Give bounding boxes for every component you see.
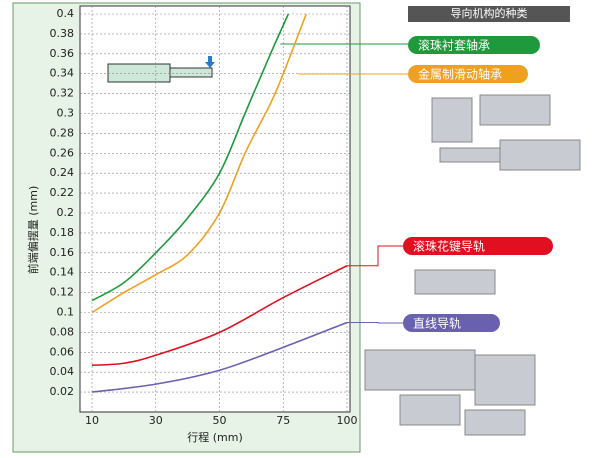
legend-label: 直线导轨 (413, 317, 461, 331)
y-tick-label: 0.1 (57, 306, 75, 319)
y-tick-label: 0.12 (50, 286, 75, 299)
y-tick-label: 0.06 (50, 345, 75, 358)
x-tick-label: 100 (337, 414, 358, 427)
legend-pill (408, 36, 540, 54)
y-tick-label: 0.16 (50, 246, 75, 259)
series-line (91, 13, 307, 314)
y-tick-label: 0.26 (50, 146, 75, 159)
y-tick-label: 0.4 (57, 7, 75, 20)
series-line (91, 321, 348, 393)
header-box (408, 6, 570, 22)
x-tick-label: 10 (85, 414, 99, 427)
x-tick-label: 30 (149, 414, 163, 427)
y-tick-label: 0.34 (50, 67, 75, 80)
connector (347, 321, 403, 324)
legend-label: 金属制滑动轴承 (418, 67, 502, 82)
y-tick-label: 0.28 (50, 126, 75, 139)
y-tick-label: 0.14 (50, 266, 75, 279)
legend-label: 滚珠衬套轴承 (418, 38, 490, 53)
connector (347, 245, 403, 267)
y-tick-label: 0.08 (50, 325, 75, 338)
legend-pill (403, 237, 553, 255)
product-images (364, 94, 581, 436)
y-tick-label: 0.24 (50, 166, 75, 179)
legend-pill (403, 314, 500, 332)
series-line (91, 13, 290, 302)
y-tick-label: 0.22 (50, 186, 75, 199)
y-tick-label: 0.2 (57, 206, 75, 219)
y-tick-label: 0.3 (57, 107, 75, 120)
x-tick-label: 75 (276, 414, 290, 427)
y-tick-label: 0.18 (50, 226, 75, 239)
y-tick-label: 0.04 (50, 365, 75, 378)
series-line (91, 265, 348, 367)
header: 导向机构的种类 (451, 6, 528, 20)
legend-label: 滚珠花键导轨 (413, 239, 485, 254)
x-tick-label: 50 (213, 414, 227, 427)
x-axis-label: 行程 (mm) (187, 431, 243, 444)
y-tick-label: 0.38 (50, 27, 75, 40)
inset-diagram (107, 56, 215, 83)
y-tick-label: 0.32 (50, 87, 75, 100)
y-tick-label: 0.36 (50, 47, 75, 60)
legend-pill (408, 65, 528, 83)
y-axis-label: 前端偏摆量 (mm) (26, 186, 40, 275)
y-tick-label: 0.02 (50, 385, 75, 398)
